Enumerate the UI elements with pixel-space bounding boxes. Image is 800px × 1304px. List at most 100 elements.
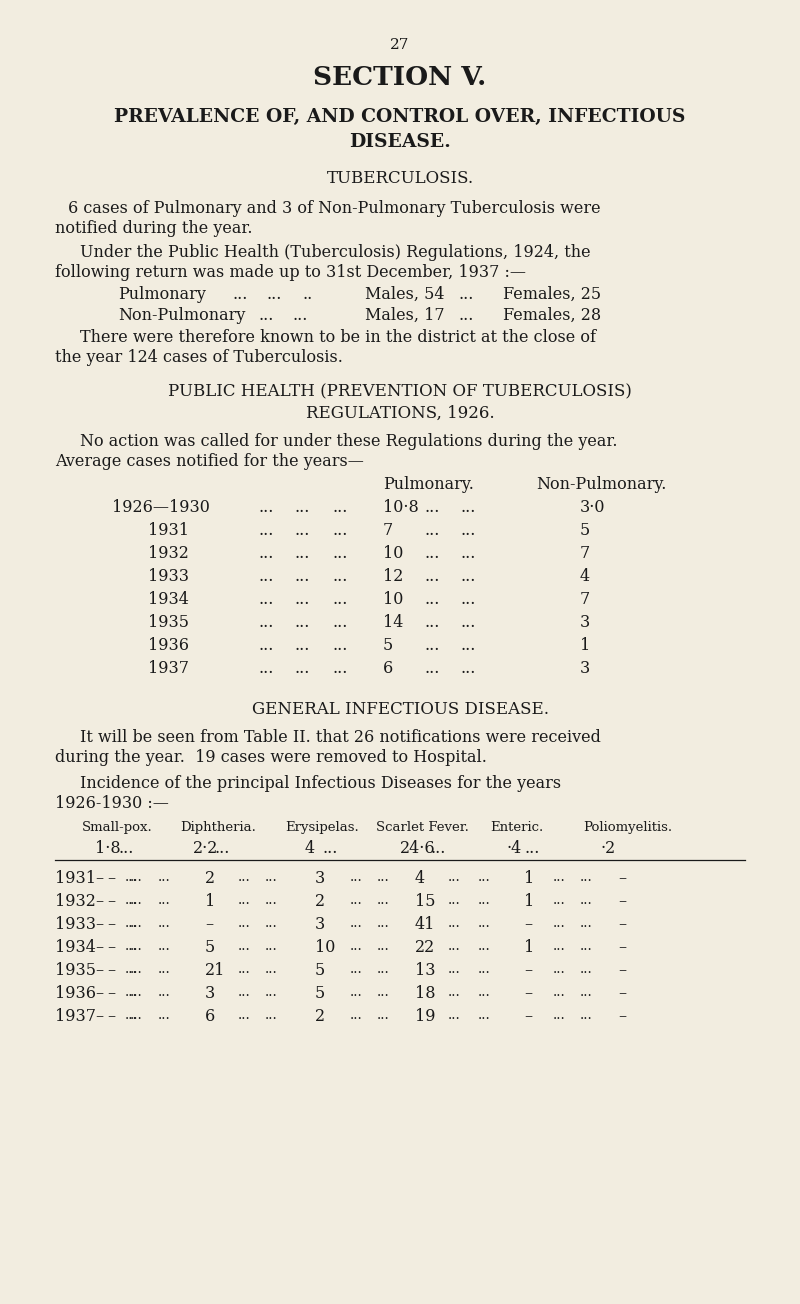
Text: –: – xyxy=(618,893,626,910)
Text: 41: 41 xyxy=(415,915,435,932)
Text: –: – xyxy=(95,915,103,932)
Text: ...: ... xyxy=(350,893,362,908)
Text: ...: ... xyxy=(460,569,475,585)
Text: ...: ... xyxy=(265,1008,278,1022)
Text: ...: ... xyxy=(580,893,593,908)
Text: 21: 21 xyxy=(205,962,226,979)
Text: 1926-1930 :—: 1926-1930 :— xyxy=(55,795,169,812)
Text: ...: ... xyxy=(478,870,490,884)
Text: ...: ... xyxy=(377,939,390,953)
Text: ...: ... xyxy=(448,1008,461,1022)
Text: ...: ... xyxy=(130,962,142,975)
Text: ...: ... xyxy=(425,522,440,539)
Text: ...: ... xyxy=(478,962,490,975)
Text: ...: ... xyxy=(350,962,362,975)
Text: ...: ... xyxy=(267,286,282,303)
Text: 3: 3 xyxy=(580,660,590,677)
Text: ...: ... xyxy=(425,569,440,585)
Text: ...: ... xyxy=(125,893,138,908)
Text: 1937: 1937 xyxy=(148,660,189,677)
Text: ...: ... xyxy=(295,614,310,631)
Text: ...: ... xyxy=(580,1008,593,1022)
Text: 10·8: 10·8 xyxy=(383,499,418,516)
Text: –: – xyxy=(618,985,626,1001)
Text: REGULATIONS, 1926.: REGULATIONS, 1926. xyxy=(306,406,494,422)
Text: 1935: 1935 xyxy=(55,962,96,979)
Text: ...: ... xyxy=(448,915,461,930)
Text: ...: ... xyxy=(425,591,440,608)
Text: ...: ... xyxy=(295,522,310,539)
Text: ...: ... xyxy=(553,939,566,953)
Text: –: – xyxy=(524,1008,532,1025)
Text: ...: ... xyxy=(553,893,566,908)
Text: ...: ... xyxy=(125,939,138,953)
Text: Enteric.: Enteric. xyxy=(490,822,543,835)
Text: ...: ... xyxy=(238,893,250,908)
Text: 7: 7 xyxy=(383,522,394,539)
Text: ...: ... xyxy=(265,985,278,999)
Text: ...: ... xyxy=(238,1008,250,1022)
Text: ...: ... xyxy=(130,985,142,999)
Text: ...: ... xyxy=(265,962,278,975)
Text: ...: ... xyxy=(258,306,274,323)
Text: ...: ... xyxy=(553,870,566,884)
Text: 1: 1 xyxy=(580,636,590,655)
Text: ...: ... xyxy=(377,870,390,884)
Text: ...: ... xyxy=(377,1008,390,1022)
Text: ...: ... xyxy=(332,591,347,608)
Text: ...: ... xyxy=(125,985,138,999)
Text: ...: ... xyxy=(295,636,310,655)
Text: ...: ... xyxy=(158,870,170,884)
Text: 22: 22 xyxy=(415,939,435,956)
Text: ...: ... xyxy=(478,1008,490,1022)
Text: ·4: ·4 xyxy=(507,840,522,857)
Text: 1936: 1936 xyxy=(55,985,96,1001)
Text: ...: ... xyxy=(425,545,440,562)
Text: –: – xyxy=(107,1008,115,1025)
Text: Males, 17: Males, 17 xyxy=(365,306,445,323)
Text: 1933: 1933 xyxy=(55,915,96,932)
Text: 3·0: 3·0 xyxy=(580,499,606,516)
Text: Diphtheria.: Diphtheria. xyxy=(180,822,256,835)
Text: ...: ... xyxy=(258,545,274,562)
Text: ...: ... xyxy=(377,962,390,975)
Text: ...: ... xyxy=(377,985,390,999)
Text: ...: ... xyxy=(580,939,593,953)
Text: ...: ... xyxy=(425,660,440,677)
Text: ...: ... xyxy=(448,985,461,999)
Text: 10: 10 xyxy=(315,939,335,956)
Text: –: – xyxy=(95,893,103,910)
Text: 7: 7 xyxy=(580,591,590,608)
Text: ...: ... xyxy=(130,870,142,884)
Text: ...: ... xyxy=(460,660,475,677)
Text: –: – xyxy=(107,870,115,887)
Text: ...: ... xyxy=(238,939,250,953)
Text: 10: 10 xyxy=(383,591,403,608)
Text: ...: ... xyxy=(130,1008,142,1022)
Text: ...: ... xyxy=(425,636,440,655)
Text: PREVALENCE OF, AND CONTROL OVER, INFECTIOUS: PREVALENCE OF, AND CONTROL OVER, INFECTI… xyxy=(114,108,686,126)
Text: 4: 4 xyxy=(305,840,315,857)
Text: ...: ... xyxy=(478,985,490,999)
Text: ...: ... xyxy=(332,660,347,677)
Text: ...: ... xyxy=(460,614,475,631)
Text: 7: 7 xyxy=(580,545,590,562)
Text: ...: ... xyxy=(232,286,247,303)
Text: ...: ... xyxy=(460,545,475,562)
Text: PUBLIC HEALTH (PREVENTION OF TUBERCULOSIS): PUBLIC HEALTH (PREVENTION OF TUBERCULOSI… xyxy=(168,383,632,400)
Text: ...: ... xyxy=(265,939,278,953)
Text: ...: ... xyxy=(377,915,390,930)
Text: 1·8: 1·8 xyxy=(95,840,121,857)
Text: 10: 10 xyxy=(383,545,403,562)
Text: –: – xyxy=(107,985,115,1001)
Text: It will be seen from Table II. that 26 notifications were received: It will be seen from Table II. that 26 n… xyxy=(80,729,601,746)
Text: –: – xyxy=(618,915,626,932)
Text: ...: ... xyxy=(350,870,362,884)
Text: following return was made up to 31st December, 1937 :—: following return was made up to 31st Dec… xyxy=(55,263,526,280)
Text: ...: ... xyxy=(295,569,310,585)
Text: 15: 15 xyxy=(415,893,435,910)
Text: Females, 25: Females, 25 xyxy=(503,286,601,303)
Text: –: – xyxy=(107,915,115,932)
Text: ...: ... xyxy=(332,522,347,539)
Text: ...: ... xyxy=(158,915,170,930)
